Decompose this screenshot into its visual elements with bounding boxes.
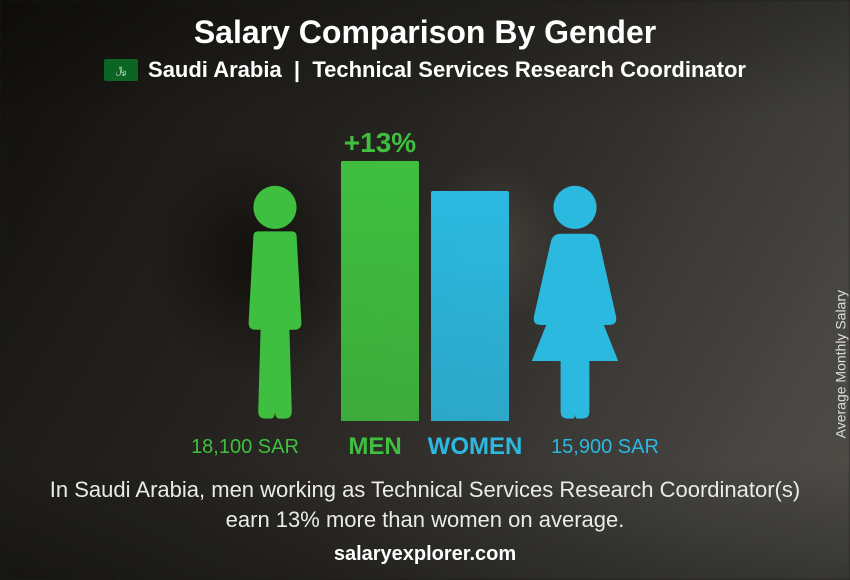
- man-svg: [215, 181, 335, 421]
- job-title: Technical Services Research Coordinator: [312, 57, 746, 82]
- women-bar: [431, 191, 509, 421]
- country-name: Saudi Arabia: [148, 57, 282, 82]
- men-icon-column: [215, 181, 335, 421]
- men-label: MEN: [325, 433, 425, 461]
- man-icon: [215, 181, 335, 421]
- woman-svg: [515, 181, 635, 421]
- page-title: Salary Comparison By Gender: [194, 14, 656, 51]
- chart-area: +13%: [215, 101, 635, 421]
- footer-link[interactable]: salaryexplorer.com: [0, 543, 850, 566]
- percent-diff-label: +13%: [344, 127, 416, 159]
- men-bar: [341, 161, 419, 421]
- description-text: In Saudi Arabia, men working as Technica…: [45, 475, 805, 534]
- women-salary: 15,900 SAR: [525, 436, 685, 459]
- subtitle-row: ﷼ Saudi Arabia | Technical Services Rese…: [104, 57, 746, 83]
- side-axis-label: Average Monthly Salary: [832, 290, 848, 438]
- flag-glyph: ﷼: [115, 65, 126, 76]
- flag-icon: ﷼: [104, 59, 138, 81]
- content-container: Salary Comparison By Gender ﷼ Saudi Arab…: [0, 0, 850, 580]
- woman-icon: [515, 181, 635, 421]
- subtitle-text: Saudi Arabia | Technical Services Resear…: [148, 57, 746, 83]
- men-salary: 18,100 SAR: [165, 436, 325, 459]
- labels-row: 18,100 SAR MEN WOMEN 15,900 SAR: [0, 433, 850, 461]
- separator: |: [294, 57, 300, 82]
- men-bar-column: +13%: [341, 161, 419, 421]
- women-label: WOMEN: [425, 433, 525, 461]
- women-bar-column: [431, 191, 509, 421]
- women-icon-column: [515, 181, 635, 421]
